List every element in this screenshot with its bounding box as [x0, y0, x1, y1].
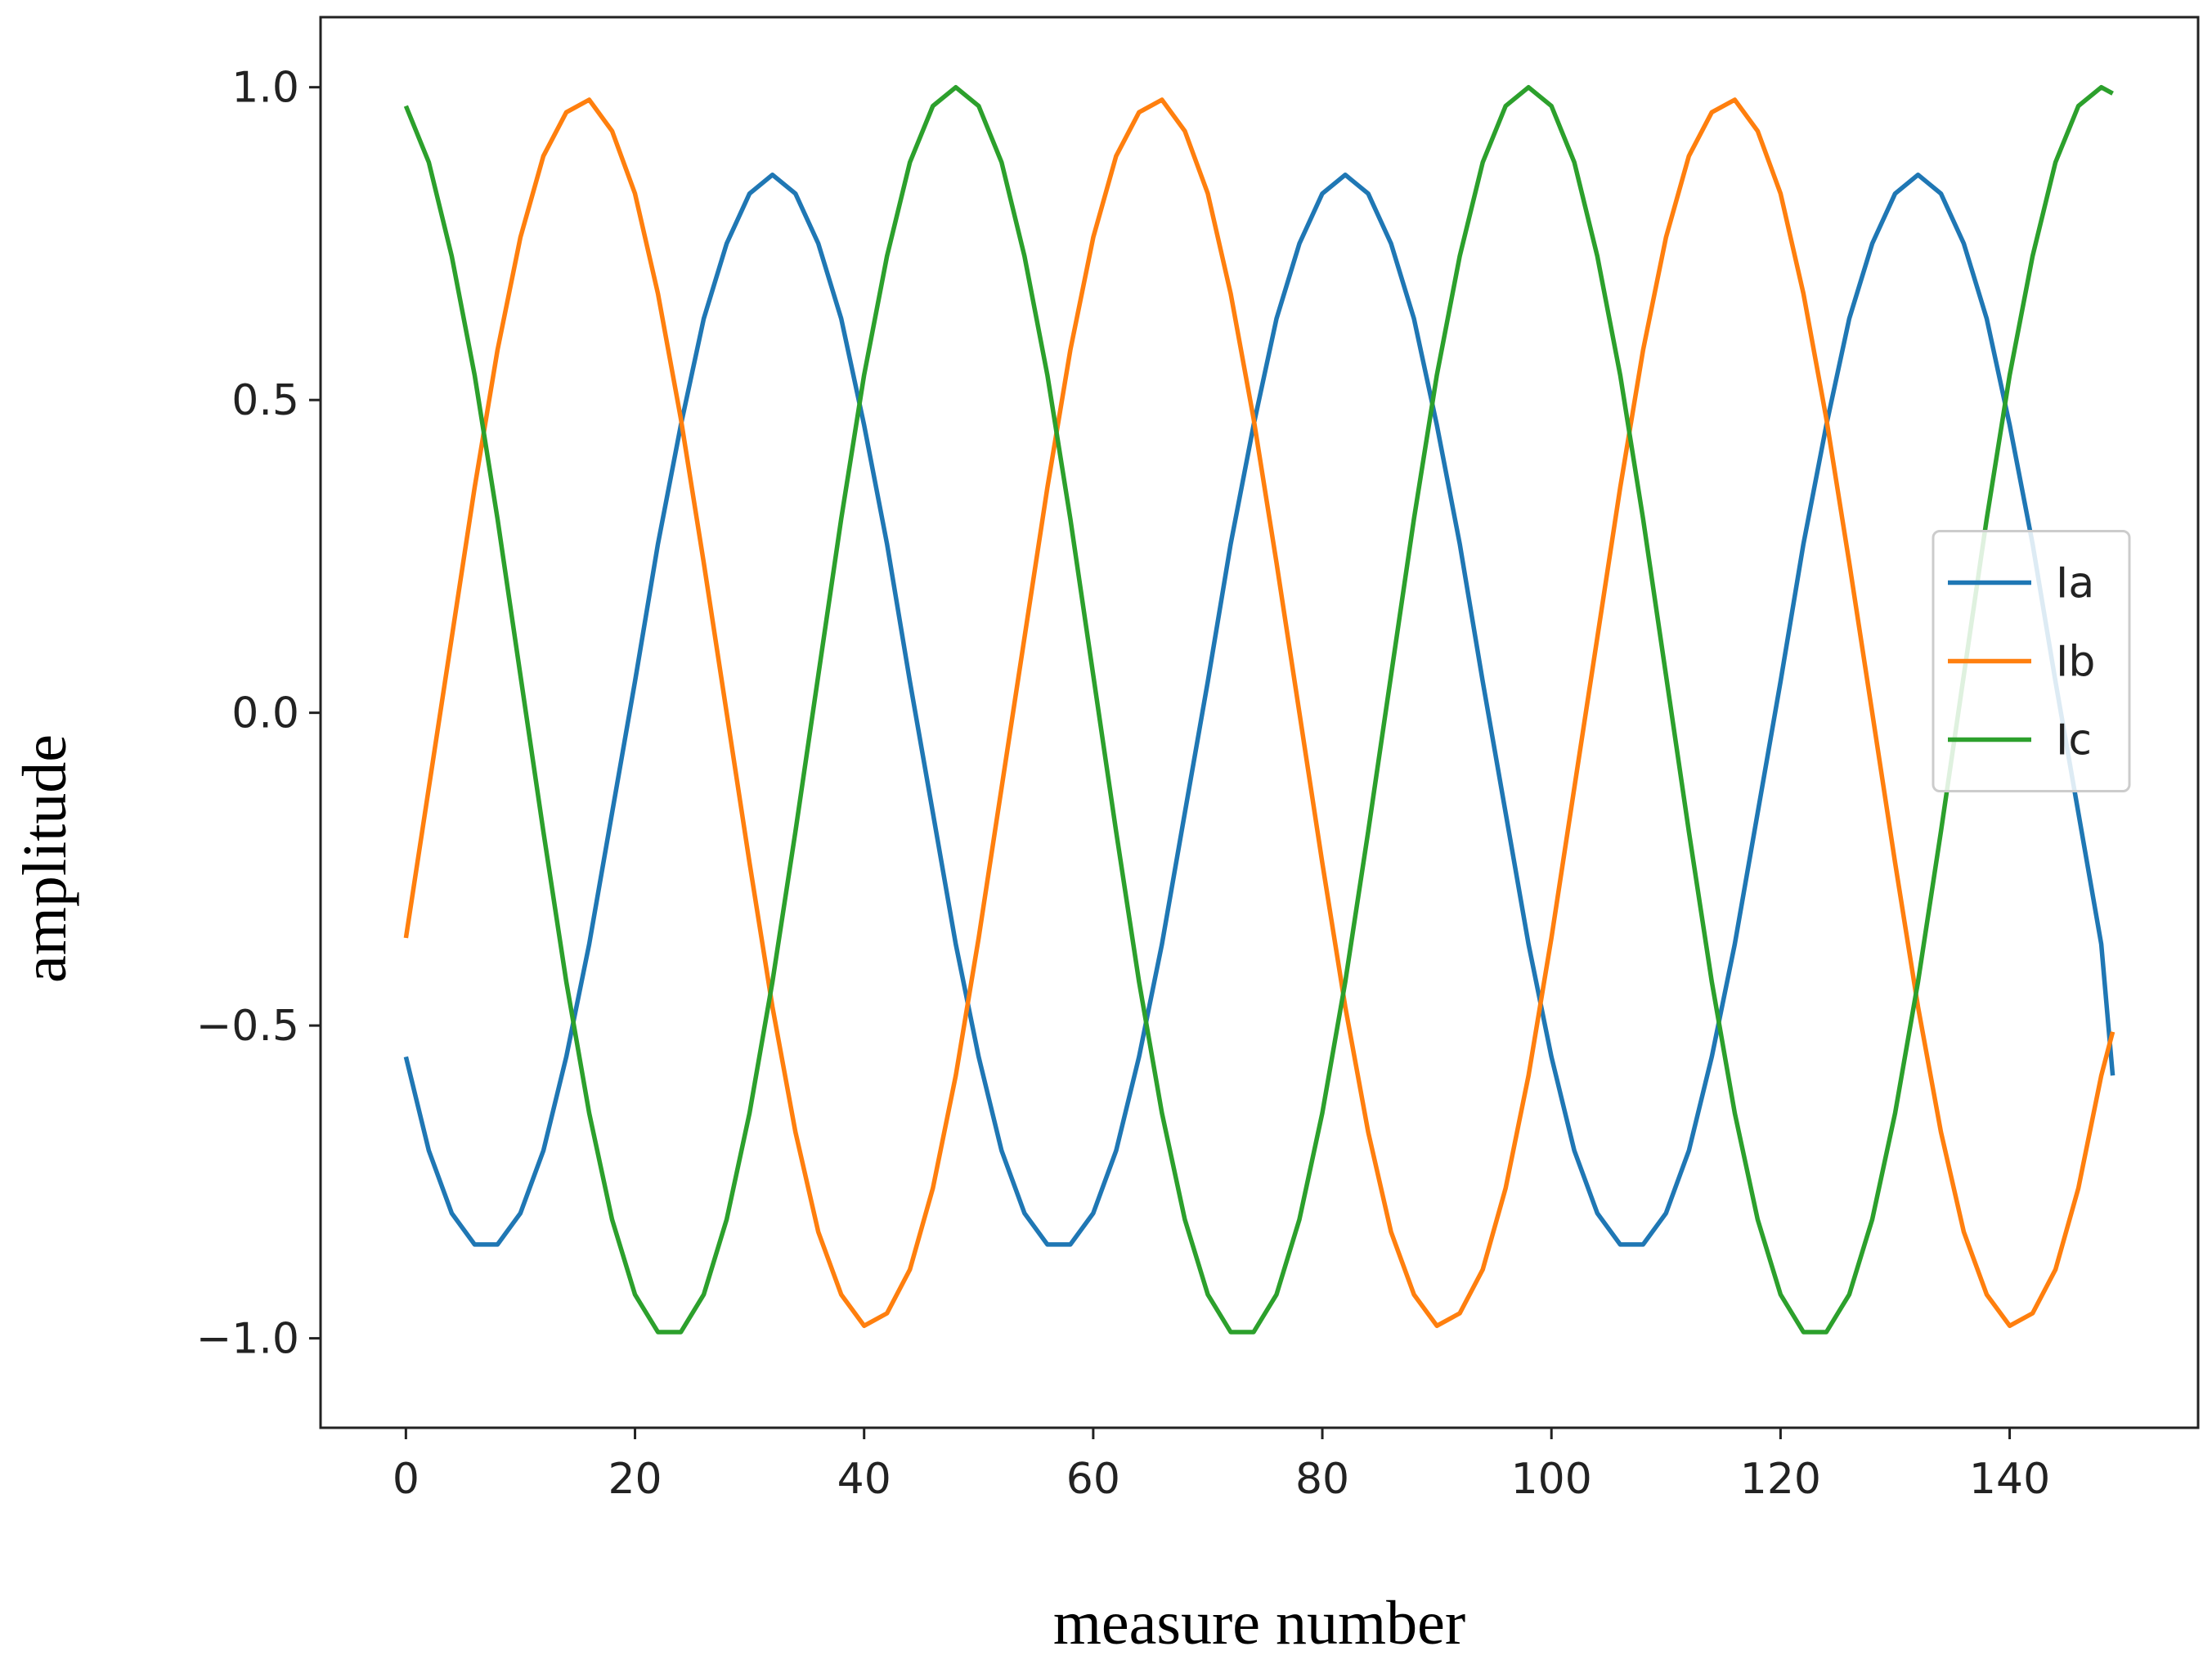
- legend-label: Ib: [2056, 638, 2095, 687]
- y-tick-label: −0.5: [196, 1002, 299, 1051]
- series-line: [403, 84, 2114, 1335]
- x-tick-label: 60: [1066, 1455, 1120, 1504]
- y-axis-label: amplitude: [11, 734, 79, 983]
- series-line: [403, 173, 2116, 1247]
- x-tick-label: 120: [1740, 1455, 1821, 1504]
- legend-label: Ia: [2056, 559, 2094, 608]
- x-tick-label: 20: [608, 1455, 662, 1504]
- x-tick-label: 140: [1969, 1455, 2050, 1504]
- y-tick-label: −1.0: [196, 1315, 299, 1364]
- x-tick-label: 0: [393, 1455, 420, 1504]
- x-tick-label: 80: [1295, 1455, 1349, 1504]
- y-tick-label: 0.5: [231, 376, 299, 425]
- legend-label: Ic: [2056, 716, 2092, 765]
- x-tick-label: 40: [837, 1455, 891, 1504]
- x-tick-label: 100: [1511, 1455, 1592, 1504]
- y-tick-label: 1.0: [231, 64, 299, 113]
- plot-frame: [319, 16, 2200, 1429]
- series-line: [403, 97, 2116, 1329]
- y-tick-label: 0.0: [231, 689, 299, 738]
- x-axis-label: measure number: [1053, 1589, 1465, 1658]
